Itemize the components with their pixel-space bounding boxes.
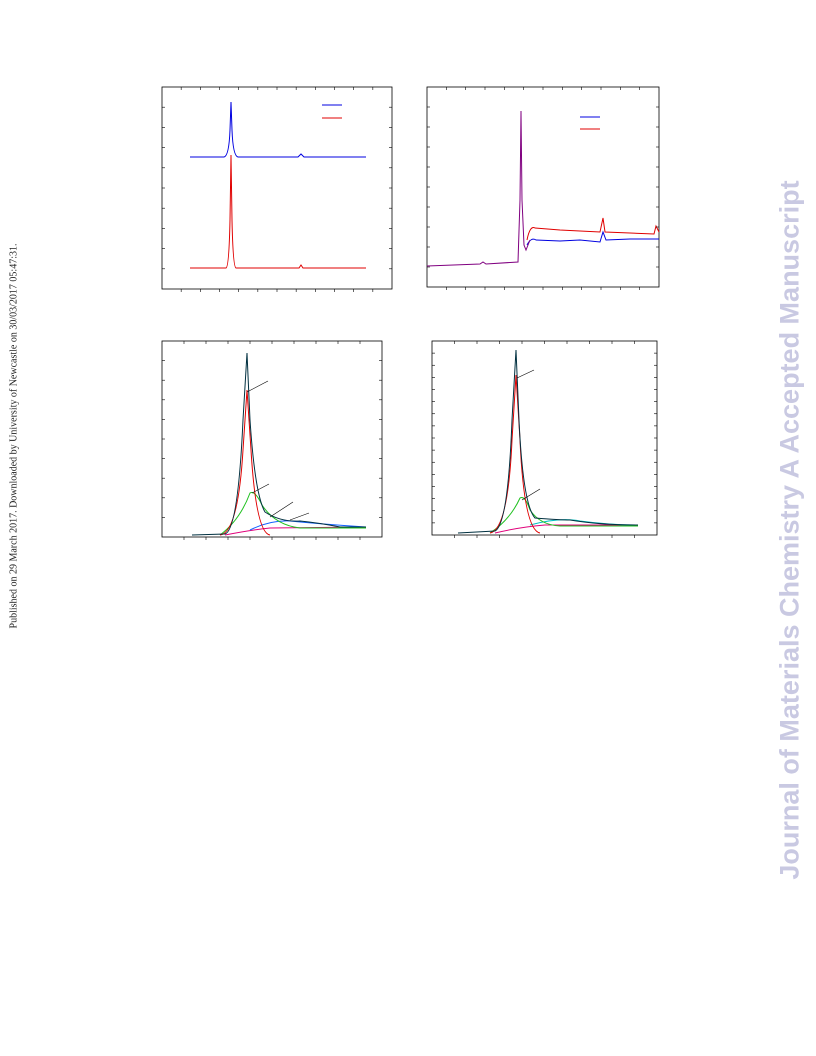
curve — [457, 349, 639, 534]
panel-frame — [161, 340, 383, 538]
curve — [219, 492, 366, 536]
curve — [489, 374, 541, 534]
curve — [426, 110, 531, 267]
curve — [191, 352, 366, 536]
curve — [190, 101, 366, 158]
panel-frame — [161, 86, 393, 290]
curve — [219, 389, 271, 536]
curve — [489, 497, 638, 534]
curve — [224, 526, 367, 536]
curve — [190, 154, 366, 269]
curve — [526, 230, 659, 246]
panel-frame — [426, 86, 660, 288]
panel-frame — [431, 340, 658, 536]
curve — [526, 217, 660, 241]
curve — [494, 524, 638, 534]
